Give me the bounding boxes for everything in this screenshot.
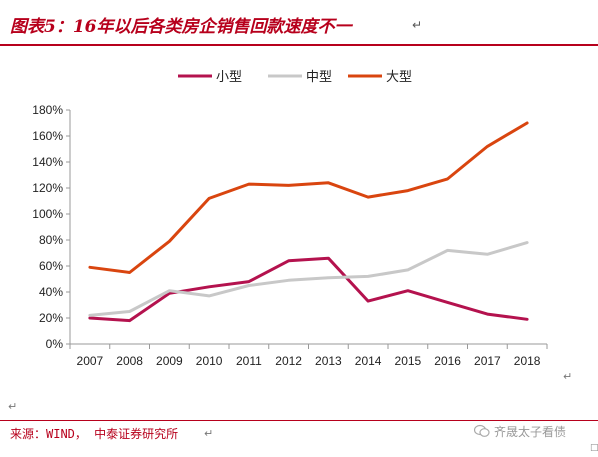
series-line-1 bbox=[88, 241, 529, 317]
y-tick-label: 40% bbox=[39, 285, 63, 299]
x-tick-label: 2008 bbox=[116, 354, 143, 368]
series-lines bbox=[88, 121, 529, 323]
x-tick-label: 2011 bbox=[236, 354, 262, 368]
corner-mark: □ bbox=[590, 443, 598, 453]
x-tick-label: 2007 bbox=[77, 354, 104, 368]
x-tick-label: 2010 bbox=[196, 354, 223, 368]
y-tick-labels: 0% 20% 40% 60% 80% 100% 120% 140% 160% 180% bbox=[32, 103, 70, 351]
legend-label-1: 中型 bbox=[306, 70, 332, 85]
source-return-mark: ↵ bbox=[204, 427, 214, 440]
axes bbox=[69, 110, 547, 345]
y-tick-label: 160% bbox=[32, 129, 63, 143]
y-tick-label: 20% bbox=[39, 311, 63, 325]
series-line-0 bbox=[88, 256, 529, 323]
x-tick-label: 2012 bbox=[275, 354, 302, 368]
x-tick-label: 2016 bbox=[434, 354, 461, 368]
right-return-mark: ↵ bbox=[563, 370, 572, 383]
x-tick-label: 2009 bbox=[156, 354, 183, 368]
title-bar: 图表5：16年以后各类房企销售回款速度不一 ↵ bbox=[0, 0, 598, 46]
footer-rule bbox=[0, 420, 598, 421]
watermark-text: 齐晟太子看债 bbox=[494, 425, 567, 439]
y-tick-label: 140% bbox=[32, 155, 63, 169]
legend: 小型 中型 大型 bbox=[178, 70, 412, 85]
y-tick-label: 80% bbox=[39, 233, 63, 247]
y-tick-label: 120% bbox=[32, 181, 63, 195]
title-rule bbox=[0, 44, 598, 46]
x-tick-label: 2013 bbox=[315, 354, 342, 368]
y-tick-label: 60% bbox=[39, 259, 63, 273]
x-tick-label: 2015 bbox=[395, 354, 422, 368]
y-tick-label: 100% bbox=[32, 207, 63, 221]
y-tick-label: 180% bbox=[32, 103, 63, 117]
series-line-2 bbox=[88, 121, 529, 274]
wechat-icon bbox=[474, 424, 490, 437]
line-chart: 小型 中型 大型 0% 20% 40% 60% 80% 100% 120% 140% 160% 180… bbox=[8, 70, 572, 413]
x-tick-label: 2014 bbox=[355, 354, 382, 368]
chart-title: 图表5：16年以后各类房企销售回款速度不一 bbox=[10, 17, 352, 37]
legend-label-0: 小型 bbox=[216, 70, 242, 85]
legend-label-2: 大型 bbox=[386, 70, 412, 85]
title-return-mark: ↵ bbox=[412, 18, 423, 32]
x-tick-label: 2017 bbox=[474, 354, 501, 368]
left-return-mark: ↵ bbox=[8, 400, 17, 413]
x-tick-label: 2018 bbox=[514, 354, 541, 368]
source-text: 来源：WIND， 中泰证券研究所 bbox=[10, 427, 179, 441]
y-tick-label: 0% bbox=[46, 337, 64, 351]
x-tick-labels: 2007 2008 2009 2010 2011 2012 2013 2014 2015 2016… bbox=[69, 344, 548, 368]
